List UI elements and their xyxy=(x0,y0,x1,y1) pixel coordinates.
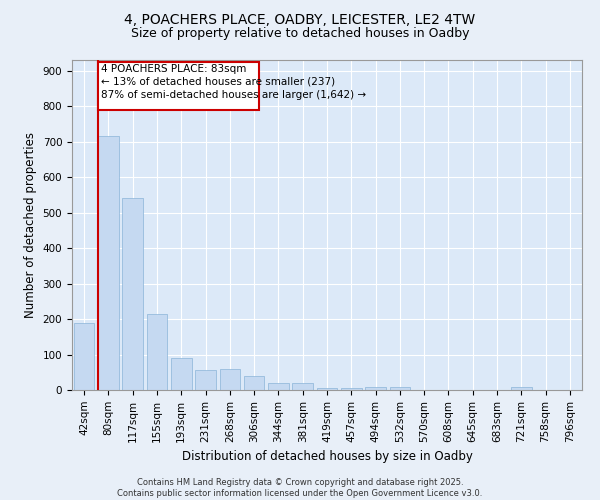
Bar xyxy=(244,376,265,390)
Bar xyxy=(292,383,313,390)
Text: 4 POACHERS PLACE: 83sqm
← 13% of detached houses are smaller (237)
87% of semi-d: 4 POACHERS PLACE: 83sqm ← 13% of detache… xyxy=(101,64,366,100)
Bar xyxy=(195,370,216,390)
Bar xyxy=(365,387,386,390)
Bar xyxy=(122,198,143,390)
Bar xyxy=(268,383,289,390)
Text: Size of property relative to detached houses in Oadby: Size of property relative to detached ho… xyxy=(131,28,469,40)
Y-axis label: Number of detached properties: Number of detached properties xyxy=(24,132,37,318)
Bar xyxy=(146,314,167,390)
Bar xyxy=(511,387,532,390)
Bar xyxy=(171,358,191,390)
Bar xyxy=(341,388,362,390)
Bar xyxy=(98,136,119,390)
Bar xyxy=(317,388,337,390)
Bar xyxy=(389,387,410,390)
Bar xyxy=(74,322,94,390)
X-axis label: Distribution of detached houses by size in Oadby: Distribution of detached houses by size … xyxy=(182,450,472,463)
Text: Contains HM Land Registry data © Crown copyright and database right 2025.
Contai: Contains HM Land Registry data © Crown c… xyxy=(118,478,482,498)
Text: 4, POACHERS PLACE, OADBY, LEICESTER, LE2 4TW: 4, POACHERS PLACE, OADBY, LEICESTER, LE2… xyxy=(124,12,476,26)
Bar xyxy=(98,62,259,110)
Bar xyxy=(220,370,240,390)
